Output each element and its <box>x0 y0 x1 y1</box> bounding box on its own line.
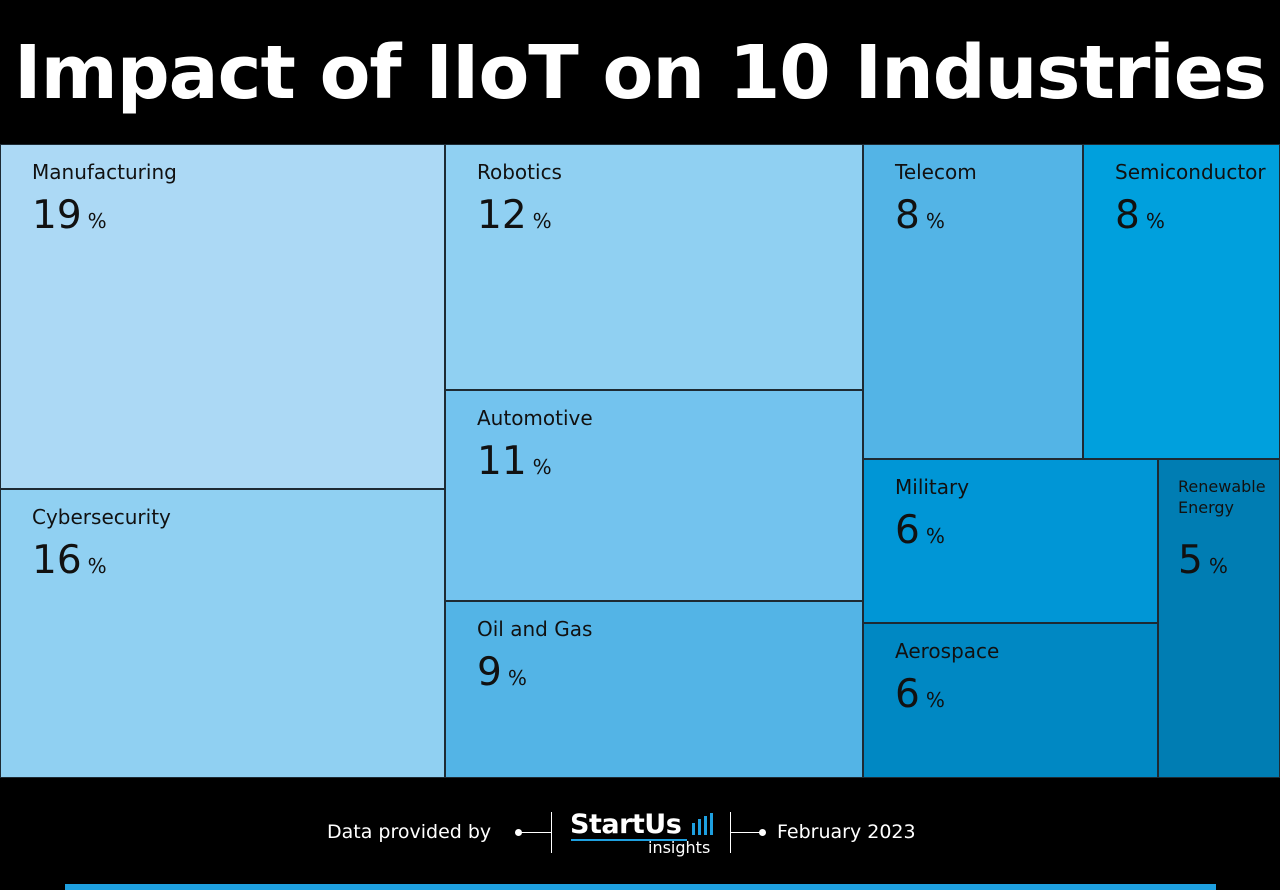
treemap: Manufacturing 19% Cybersecurity 16% Robotics… <box>0 144 1280 778</box>
tile-value-unit: % <box>925 524 945 548</box>
tile-value: 9% <box>477 650 527 701</box>
footer-date: February 2023 <box>777 821 916 843</box>
tile-value-unit: % <box>532 209 552 233</box>
logo-underline <box>571 839 687 841</box>
tile-value-unit: % <box>532 455 552 479</box>
tile-oil-and-gas: Oil and Gas 9% <box>445 601 863 778</box>
tile-telecom: Telecom 8% <box>863 144 1083 459</box>
footer-dot-left <box>515 829 522 836</box>
tile-label: Oil and Gas <box>477 617 593 641</box>
tile-value-unit: % <box>1145 209 1165 233</box>
tile-robotics: Robotics 12% <box>445 144 863 390</box>
chart-title: Impact of IIoT on 10 Industries <box>14 30 1267 116</box>
tile-label: Manufacturing <box>32 160 177 184</box>
tile-value-unit: % <box>925 209 945 233</box>
tile-label: Automotive <box>477 406 593 430</box>
footer-connector-right <box>731 832 761 833</box>
tile-value: 11% <box>477 439 552 490</box>
footer-divider-left <box>551 812 552 853</box>
tile-value-number: 12 <box>477 193 527 238</box>
tile-value-number: 5 <box>1178 538 1203 583</box>
logo-bars-icon <box>692 813 713 835</box>
tile-label: Robotics <box>477 160 562 184</box>
tile-value-number: 6 <box>895 508 920 553</box>
tile-value-number: 11 <box>477 439 527 484</box>
tile-cybersecurity: Cybersecurity 16% <box>0 489 445 778</box>
tile-value-number: 6 <box>895 672 920 717</box>
tile-value-unit: % <box>925 688 945 712</box>
logo-brand-text: StartUs <box>570 809 682 840</box>
tile-value-unit: % <box>87 554 107 578</box>
tile-label: Military <box>895 475 970 499</box>
bottom-accent-bar <box>65 884 1216 890</box>
tile-value: 19% <box>32 193 107 244</box>
tile-renewable-energy: Renewable Energy 5% <box>1158 459 1280 778</box>
tile-label: Semiconductor <box>1115 160 1266 184</box>
tile-value: 12% <box>477 193 552 244</box>
footer-dot-right <box>759 829 766 836</box>
tile-manufacturing: Manufacturing 19% <box>0 144 445 489</box>
footer: Data provided by StartUs insights Februa… <box>0 800 1280 870</box>
tile-value: 5% <box>1178 538 1228 589</box>
data-provided-by-text: Data provided by <box>327 821 492 843</box>
tile-value-number: 8 <box>1115 193 1140 238</box>
tile-label: Aerospace <box>895 639 1000 663</box>
footer-divider-right <box>730 812 731 853</box>
tile-value-unit: % <box>507 666 527 690</box>
tile-value-number: 16 <box>32 538 82 583</box>
tile-value-number: 8 <box>895 193 920 238</box>
tile-value: 16% <box>32 538 107 589</box>
tile-semiconductor: Semiconductor 8% <box>1083 144 1280 459</box>
tile-value-unit: % <box>87 209 107 233</box>
tile-value-number: 9 <box>477 650 502 695</box>
tile-label: Renewable Energy <box>1178 477 1266 517</box>
tile-label: Cybersecurity <box>32 505 171 529</box>
logo-sub-text: insights <box>648 838 711 857</box>
tile-value: 6% <box>895 672 945 723</box>
footer-connector-left <box>520 832 551 833</box>
tile-military: Military 6% <box>863 459 1158 623</box>
tile-value-number: 19 <box>32 193 82 238</box>
tile-label: Telecom <box>895 160 977 184</box>
tile-automotive: Automotive 11% <box>445 390 863 601</box>
tile-value-unit: % <box>1208 554 1228 578</box>
tile-value: 6% <box>895 508 945 559</box>
tile-value: 8% <box>895 193 945 244</box>
tile-value: 8% <box>1115 193 1165 244</box>
tile-aerospace: Aerospace 6% <box>863 623 1158 778</box>
